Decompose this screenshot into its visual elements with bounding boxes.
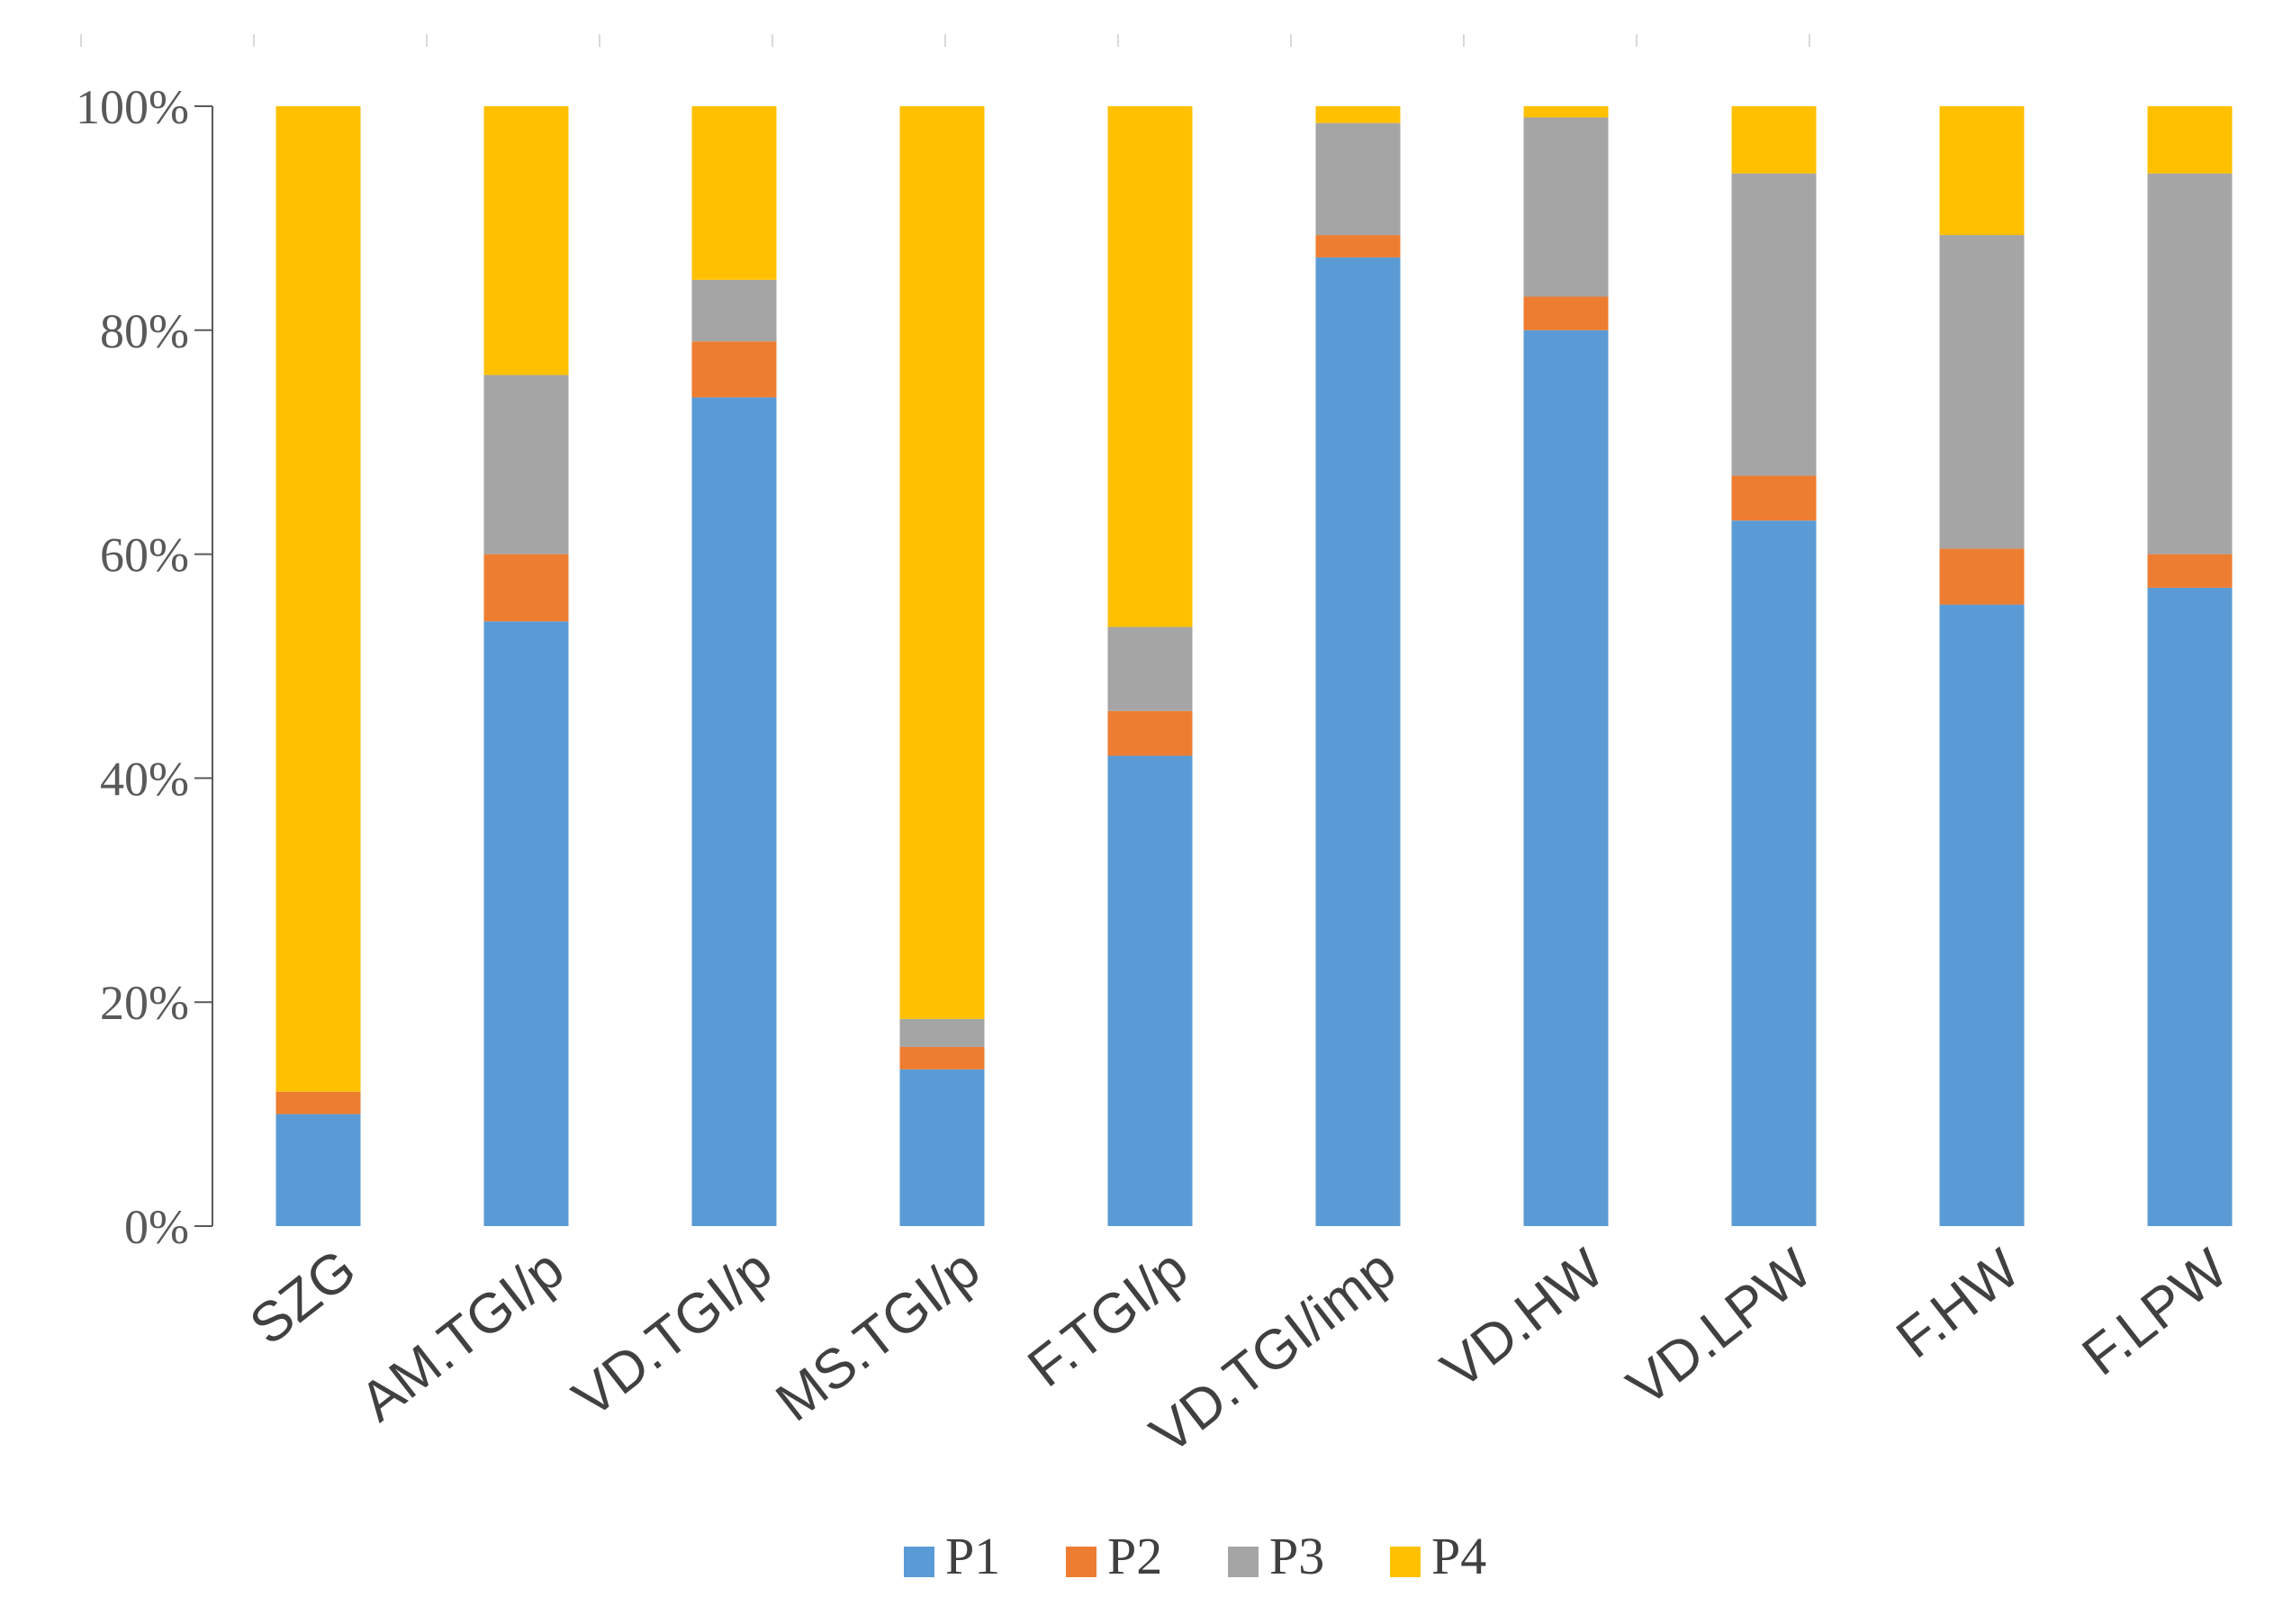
bar-segment-p1 (1731, 520, 1817, 1226)
bar-segment-p2 (1939, 548, 2025, 605)
bar-segment-p3 (2147, 173, 2233, 555)
bar-segment-p3 (899, 1018, 985, 1047)
bar-segment-p4 (899, 106, 985, 1019)
legend-label-p2: P2 (1107, 1527, 1162, 1585)
bar-segment-p1 (1939, 604, 2025, 1226)
y-tick-label: 20% (100, 976, 189, 1030)
legend-swatch-p3 (1228, 1547, 1259, 1577)
bar-segment-p3 (1731, 173, 1817, 476)
legend-label-p4: P4 (1431, 1527, 1486, 1585)
bar-segment-p1 (2147, 587, 2233, 1226)
bar-segment-p1 (1107, 755, 1193, 1226)
legend-swatch-p4 (1390, 1547, 1421, 1577)
y-tick-label: 100% (76, 80, 189, 134)
bar-segment-p2 (899, 1046, 985, 1069)
bar-segment-p1 (899, 1069, 985, 1226)
bar-segment-p4 (1731, 106, 1817, 174)
x-tick-label: F.LPW (2071, 1237, 2240, 1387)
x-tick-label: SZG (239, 1238, 367, 1358)
bar-segment-p4 (2147, 106, 2233, 174)
bar-segment-p1 (275, 1114, 361, 1226)
bar-segment-p1 (1523, 329, 1609, 1226)
bar-segment-p4 (483, 106, 569, 375)
bar-segment-p2 (1731, 475, 1817, 521)
legend-swatch-p2 (1066, 1547, 1096, 1577)
y-tick-label: 80% (100, 304, 189, 358)
bar-segment-p1 (483, 621, 569, 1226)
bar-segment-p3 (1939, 235, 2025, 549)
bar-segment-p4 (1107, 106, 1193, 627)
bar-segment-p2 (1107, 710, 1193, 756)
bar-segment-p2 (1523, 296, 1609, 330)
y-tick-label: 40% (100, 752, 189, 806)
bar-segment-p3 (1107, 627, 1193, 711)
bar-segment-p3 (691, 279, 777, 342)
legend-label-p3: P3 (1269, 1527, 1324, 1585)
x-tick-label: VD.LPW (1616, 1237, 1823, 1418)
x-tick-label: VD.HW (1430, 1237, 1616, 1401)
x-tick-label: F.HW (1885, 1237, 2031, 1370)
bar-segment-p4 (1939, 106, 2025, 236)
bar-segment-p4 (1523, 106, 1609, 118)
bar-segment-p2 (2147, 554, 2233, 588)
bar-segment-p3 (1315, 122, 1401, 236)
bar-segment-p2 (483, 554, 569, 622)
bar-segment-p1 (691, 397, 777, 1226)
bar-segment-p3 (1523, 117, 1609, 297)
legend-swatch-p1 (904, 1547, 934, 1577)
x-tick-label: AM.TGI/p (349, 1238, 576, 1434)
bar-segment-p1 (1315, 257, 1401, 1227)
bar-segment-p3 (483, 374, 569, 555)
x-tick-label: F.TGI/p (1016, 1238, 1199, 1400)
y-tick-label: 60% (100, 528, 189, 582)
bar-segment-p2 (1315, 235, 1401, 257)
bar-segment-p4 (691, 106, 777, 280)
x-tick-label: VD.TGI/p (562, 1238, 783, 1430)
x-tick-label: MS.TGI/p (765, 1238, 992, 1434)
bar-segment-p2 (691, 341, 777, 398)
legend-label-p1: P1 (945, 1527, 1000, 1585)
bar-segment-p4 (1315, 106, 1401, 123)
bar-segment-p2 (275, 1091, 361, 1114)
bar-segment-p4 (275, 106, 361, 1092)
y-tick-label: 0% (124, 1200, 189, 1254)
